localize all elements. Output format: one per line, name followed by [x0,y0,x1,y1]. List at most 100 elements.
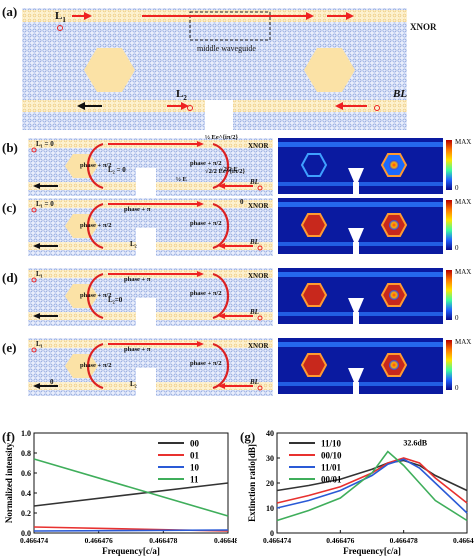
x-tick-label: 0.466480 [214,536,237,545]
label-phase-right: phase + π/2 [190,220,222,227]
label-xnor-value: 0 [240,198,244,206]
label-xnor: XNOR [248,142,269,150]
label-xnor: XNOR [248,272,269,280]
label-phase-right: phase + π/2 [190,160,222,167]
panel-e-colorbar [446,340,452,390]
label-BL: BL [250,378,259,386]
legend-label: 00/01 [321,475,342,485]
label-BL: BL [393,88,408,100]
x-tick-label: 0.466476 [85,536,113,545]
series-line-10 [33,529,229,532]
legend-label: 00/10 [321,451,342,461]
label-L2: L2 [176,88,187,103]
panel-a-label: (a) [2,4,18,19]
series-line-00-01 [276,450,468,522]
y-tick-label: 0.6 [21,469,31,478]
label-xnor: XNOR [248,342,269,350]
panel-e-structure [28,338,273,396]
label-L2: L₂ [130,380,137,388]
x-tick-label: 0.466478 [149,536,177,545]
chart-normalized-intensity: 0.0 0.2 0.4 0.6 0.8 1.0 0.466474 0.466476 0.4664… [4,429,237,556]
legend-label: 11/10 [321,439,342,449]
x-tick-label: 0.466476 [326,536,354,545]
y-tick-label: 0.0 [21,529,31,538]
label-phase-pi: phase + π [124,346,151,353]
panel-g-label: (g) [240,429,256,444]
y-tick-label: 0.8 [21,449,31,458]
label-amp: ½ E [176,176,187,183]
panel-e-label: (e) [2,340,17,355]
panel-c-structure [28,198,273,256]
label-L1: L₁ = 0 [36,200,54,208]
label-phase-right: phase + π/2 [190,290,222,297]
label-zero: 0 [50,378,54,386]
label-L2: L₂ [130,240,137,248]
label-L1: L1 [55,10,66,25]
y-tick-label: 30 [266,454,274,463]
series-line-11-01 [276,458,468,514]
panel-d-structure [28,268,273,326]
colorbar-zero-label: 0 [455,384,459,392]
y-tick-label: 0.2 [21,509,31,518]
legend-label: 01 [190,451,200,461]
label-L1: L₁ = 0 [36,140,54,148]
label-L1: L₁ [36,340,43,348]
colorbar-zero-label: 0 [455,314,459,322]
colorbar-zero-label: 0 [455,184,459,192]
label-L2: L₂=0 [108,296,123,304]
y-tick-label: 40 [266,429,274,438]
series-line-11 [33,458,229,517]
series-line-00-10 [276,457,468,504]
label-phase-left: phase + π/2 [80,162,112,169]
label-middle-waveguide: middle waveguide [197,44,256,53]
label-BL: BL [250,308,259,316]
x-tick-label: 0.466474 [20,536,48,545]
label-phase-pi: phase + π [124,206,151,213]
label-phase-left: phase + π/2 [80,362,112,369]
y-tick-label: 10 [266,504,274,513]
label-amp: √2/2 E [220,166,238,173]
panel-a-structure [22,8,407,130]
colorbar-max-label: MAX [455,338,472,346]
legend-label: 00 [190,439,200,449]
x-axis-label: Frequency[c/a] [102,546,160,556]
label-phase-pi: phase + π [124,276,151,283]
colorbar-zero-label: 0 [455,244,459,252]
colorbar-max-label: MAX [455,198,472,206]
y-axis-label: Extinction ratio[dB] [247,444,257,522]
label-phase-left: phase + π/2 [80,292,112,299]
panel-d-label: (d) [2,270,18,285]
label-BL: BL [250,238,259,246]
panel-b-colorbar [446,140,452,190]
panel-b-field-map [278,138,443,194]
panel-c-field-map [278,198,443,254]
label-BL: BL [250,178,259,186]
panel-d-colorbar [446,270,452,320]
label-phase-right: phase + π/2 [190,360,222,367]
chart-extinction-ratio: 0 10 20 30 40 0.466474 0.466476 0.466478 0.46648… [247,429,474,556]
label-xnor: XNOR [410,22,437,32]
panel-b-label: (b) [2,140,18,155]
series-line-00 [33,482,229,507]
label-xnor: XNOR [248,202,269,210]
x-axis-label: Frequency[c/a] [343,546,401,556]
y-tick-label: 1.0 [21,429,31,438]
legend-label: 11 [190,475,199,485]
y-tick-label: 20 [266,479,274,488]
panel-c-label: (c) [2,200,17,215]
annotation-peak: 32.6dB [403,439,427,448]
label-phase-left: phase + π/2 [80,222,112,229]
panel-b-structure [28,138,273,196]
x-tick-label: 0.466474 [263,536,291,545]
panel-f-label: (f) [2,429,15,444]
y-tick-label: 0 [270,529,274,538]
label-L1: L₁ [36,270,43,278]
y-tick-label: 0.4 [21,489,31,498]
x-tick-label: 0.466478 [390,536,418,545]
label-amp: √2/2 Ee^{iπ/2} [205,168,246,175]
panel-e-field-map [278,338,443,394]
plot-frame [276,432,468,534]
label-amp: ½ Ee^{iπ/2} [205,134,239,141]
x-tick-label: 0.466480 [453,536,474,545]
y-axis-label: Normalized intensity [4,442,14,523]
